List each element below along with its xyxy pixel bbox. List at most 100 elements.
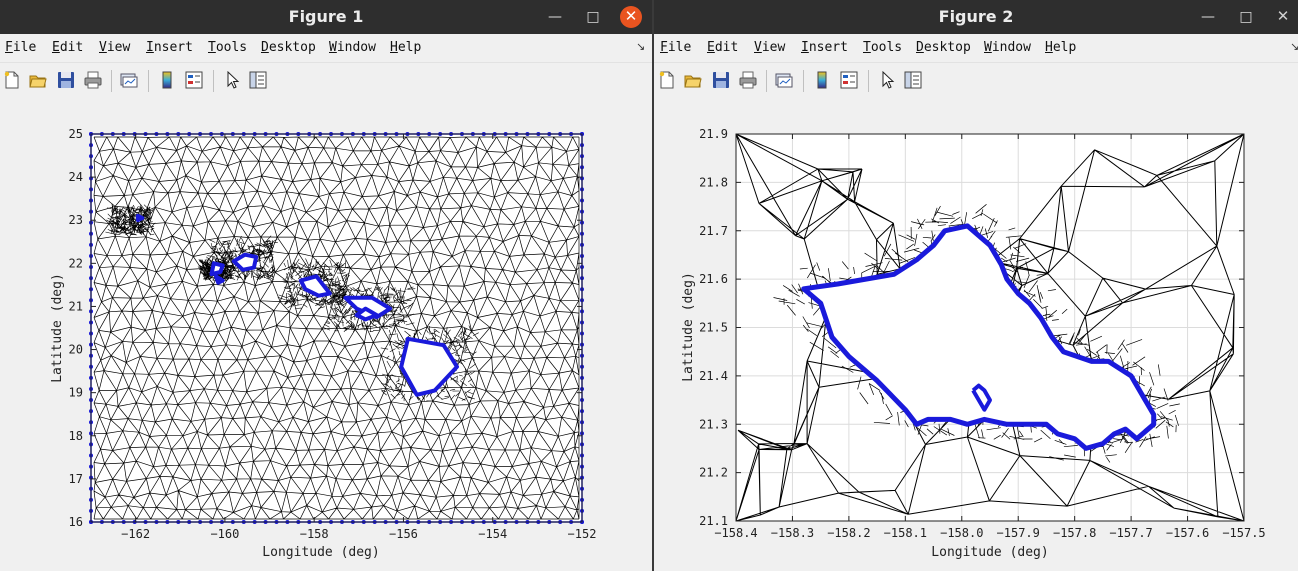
x-tick-label: −158.2 xyxy=(827,526,870,540)
minimize-button[interactable]: — xyxy=(1201,9,1215,25)
link-plot-icon[interactable] xyxy=(120,71,138,89)
y-tick-label: 21.9 xyxy=(699,127,728,141)
close-button[interactable]: ✕ xyxy=(1276,7,1290,25)
pearl-harbor-inlet xyxy=(971,383,992,412)
window-title: Figure 2 xyxy=(938,7,1014,26)
menu-file[interactable]: File xyxy=(5,40,37,55)
oahu-coastline xyxy=(801,223,1157,451)
close-button[interactable]: ✕ xyxy=(620,6,642,28)
toolbar-separator xyxy=(803,70,804,92)
x-tick-label: −156 xyxy=(389,527,418,541)
y-tick-label: 20 xyxy=(69,343,83,357)
menu-insert[interactable]: Insert xyxy=(146,40,193,55)
menu-help[interactable]: Help xyxy=(1045,40,1077,55)
y-axis-label: Latitude (deg) xyxy=(681,272,696,382)
y-tick-label: 21.6 xyxy=(699,272,728,286)
x-axis-label: Longitude (deg) xyxy=(262,545,379,560)
y-axis-label: Latitude (deg) xyxy=(50,273,65,383)
y-tick-label: 21.8 xyxy=(699,175,728,189)
island-coastline xyxy=(298,274,332,298)
x-tick-label: −158.1 xyxy=(884,526,927,540)
y-tick-label: 21.7 xyxy=(699,224,728,238)
menu-desktop[interactable]: Desktop xyxy=(261,40,316,55)
y-tick-labels: 21.1 21.2 21.3 21.4 21.5 21.6 21.7 21.8 21.9 xyxy=(699,127,1244,528)
x-tick-label: −158.0 xyxy=(940,526,983,540)
new-figure-icon[interactable] xyxy=(658,71,676,89)
insert-legend-icon[interactable] xyxy=(185,71,203,89)
figure-canvas: −162 −160 −158 −156 −154 −152 16 17 18 19 20 21 22 2… xyxy=(0,97,652,571)
x-tick-label: −154 xyxy=(478,527,507,541)
menu-tools[interactable]: Tools xyxy=(863,40,903,55)
y-tick-label: 21.3 xyxy=(699,417,728,431)
y-tick-label: 23 xyxy=(69,213,83,227)
menu-edit[interactable]: Edit xyxy=(52,40,84,55)
property-inspector-icon[interactable] xyxy=(249,71,267,89)
x-tick-label: −158.4 xyxy=(714,526,757,540)
edit-plot-icon[interactable] xyxy=(223,71,241,89)
insert-legend-icon[interactable] xyxy=(840,71,858,89)
open-file-icon[interactable] xyxy=(684,71,702,89)
y-tick-label: 17 xyxy=(69,472,83,486)
link-plot-icon[interactable] xyxy=(775,71,793,89)
island-coastline xyxy=(354,306,379,322)
plot-axes-1[interactable]: −162 −160 −158 −156 −154 −152 16 17 18 19 20 21 22 2… xyxy=(0,97,652,571)
x-tick-label: −157.7 xyxy=(1109,526,1152,540)
axes-box xyxy=(90,133,583,523)
x-tick-label: −158 xyxy=(300,527,329,541)
title-bar[interactable]: Figure 2 — □ ✕ xyxy=(654,0,1298,34)
maximize-button[interactable]: □ xyxy=(1239,9,1253,25)
window-divider xyxy=(652,0,654,571)
menu-desktop[interactable]: Desktop xyxy=(916,40,971,55)
menu-file[interactable]: File xyxy=(660,40,692,55)
minimize-button[interactable]: — xyxy=(548,9,562,25)
figure-1-window: Figure 1 — □ ✕ File Edit View Insert Too… xyxy=(0,0,652,571)
toolbar-separator xyxy=(148,70,149,92)
y-tick-label: 21 xyxy=(69,299,83,313)
toolbar-separator xyxy=(213,70,214,92)
x-tick-label: −152 xyxy=(568,527,597,541)
x-tick-label: −157.9 xyxy=(997,526,1040,540)
menu-view[interactable]: View xyxy=(754,40,786,55)
new-figure-icon[interactable] xyxy=(3,71,21,89)
y-tick-label: 24 xyxy=(69,170,83,184)
menu-window[interactable]: Window xyxy=(329,40,376,55)
insert-colorbar-icon[interactable] xyxy=(158,71,176,89)
maximize-button[interactable]: □ xyxy=(586,9,600,25)
menu-view[interactable]: View xyxy=(99,40,131,55)
print-icon[interactable] xyxy=(739,71,757,89)
dock-figure-icon[interactable]: ↘ xyxy=(1290,40,1298,53)
toolbar-separator xyxy=(868,70,869,92)
x-tick-label: −157.6 xyxy=(1166,526,1209,540)
save-icon[interactable] xyxy=(712,71,730,89)
figure-toolbar xyxy=(0,63,652,98)
island-coastline xyxy=(209,261,225,277)
menu-tools[interactable]: Tools xyxy=(208,40,248,55)
island-coastline xyxy=(343,295,393,320)
menu-insert[interactable]: Insert xyxy=(801,40,848,55)
edit-plot-icon[interactable] xyxy=(878,71,896,89)
y-tick-label: 21.4 xyxy=(699,369,728,383)
y-tick-label: 21.5 xyxy=(699,321,728,335)
window-title: Figure 1 xyxy=(288,7,364,26)
title-bar[interactable]: Figure 1 — □ ✕ xyxy=(0,0,652,34)
x-tick-label: −157.5 xyxy=(1222,526,1265,540)
print-icon[interactable] xyxy=(84,71,102,89)
open-file-icon[interactable] xyxy=(29,71,47,89)
property-inspector-icon[interactable] xyxy=(904,71,922,89)
y-tick-label: 25 xyxy=(69,127,83,141)
insert-colorbar-icon[interactable] xyxy=(813,71,831,89)
y-tick-label: 18 xyxy=(69,429,83,443)
y-tick-label: 21.2 xyxy=(699,466,728,480)
toolbar-separator xyxy=(766,70,767,92)
dock-figure-icon[interactable]: ↘ xyxy=(636,40,646,53)
menu-help[interactable]: Help xyxy=(390,40,422,55)
x-tick-labels: −162 −160 −158 −156 −154 −152 xyxy=(121,134,596,541)
x-tick-label: −162 xyxy=(121,527,150,541)
y-tick-label: 19 xyxy=(69,386,83,400)
mesh-refinement xyxy=(105,203,156,236)
y-tick-label: 16 xyxy=(69,515,83,529)
plot-axes-2[interactable]: −158.4 −158.3 −158.2 −158.1 −158.0 −157.9 −157… xyxy=(654,97,1298,571)
save-icon[interactable] xyxy=(57,71,75,89)
menu-window[interactable]: Window xyxy=(984,40,1031,55)
menu-edit[interactable]: Edit xyxy=(707,40,739,55)
